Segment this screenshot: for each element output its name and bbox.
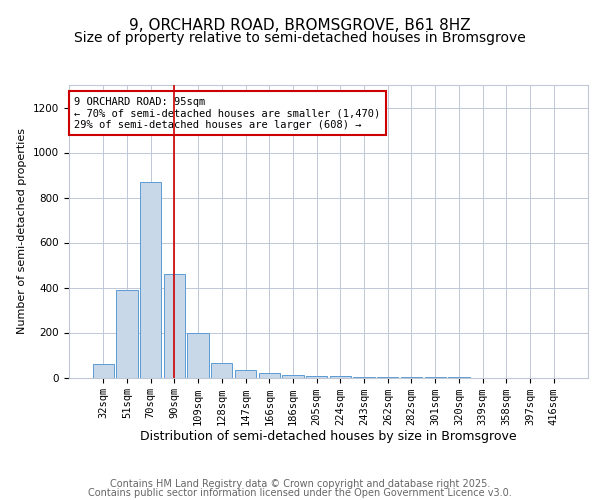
Text: 9, ORCHARD ROAD, BROMSGROVE, B61 8HZ: 9, ORCHARD ROAD, BROMSGROVE, B61 8HZ bbox=[129, 18, 471, 32]
Y-axis label: Number of semi-detached properties: Number of semi-detached properties bbox=[17, 128, 28, 334]
Text: Contains public sector information licensed under the Open Government Licence v3: Contains public sector information licen… bbox=[88, 488, 512, 498]
Bar bbox=[187, 332, 209, 378]
Bar bbox=[140, 182, 161, 378]
Bar bbox=[235, 370, 256, 378]
Bar bbox=[211, 363, 232, 378]
Text: 9 ORCHARD ROAD: 95sqm
← 70% of semi-detached houses are smaller (1,470)
29% of s: 9 ORCHARD ROAD: 95sqm ← 70% of semi-deta… bbox=[74, 96, 380, 130]
Bar bbox=[259, 372, 280, 378]
Text: Size of property relative to semi-detached houses in Bromsgrove: Size of property relative to semi-detach… bbox=[74, 31, 526, 45]
Text: Contains HM Land Registry data © Crown copyright and database right 2025.: Contains HM Land Registry data © Crown c… bbox=[110, 479, 490, 489]
X-axis label: Distribution of semi-detached houses by size in Bromsgrove: Distribution of semi-detached houses by … bbox=[140, 430, 517, 444]
Bar bbox=[353, 377, 375, 378]
Bar bbox=[306, 376, 328, 378]
Bar bbox=[329, 376, 351, 378]
Bar bbox=[92, 364, 114, 378]
Bar bbox=[116, 290, 137, 378]
Bar bbox=[164, 274, 185, 378]
Bar bbox=[282, 375, 304, 378]
